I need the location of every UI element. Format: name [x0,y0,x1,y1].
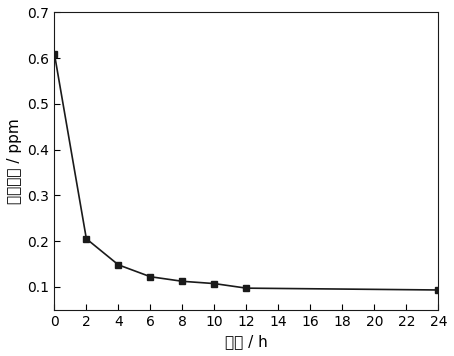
X-axis label: 时间 / h: 时间 / h [225,334,268,349]
Y-axis label: 甲醒浓度 / ppm: 甲醒浓度 / ppm [7,118,22,204]
